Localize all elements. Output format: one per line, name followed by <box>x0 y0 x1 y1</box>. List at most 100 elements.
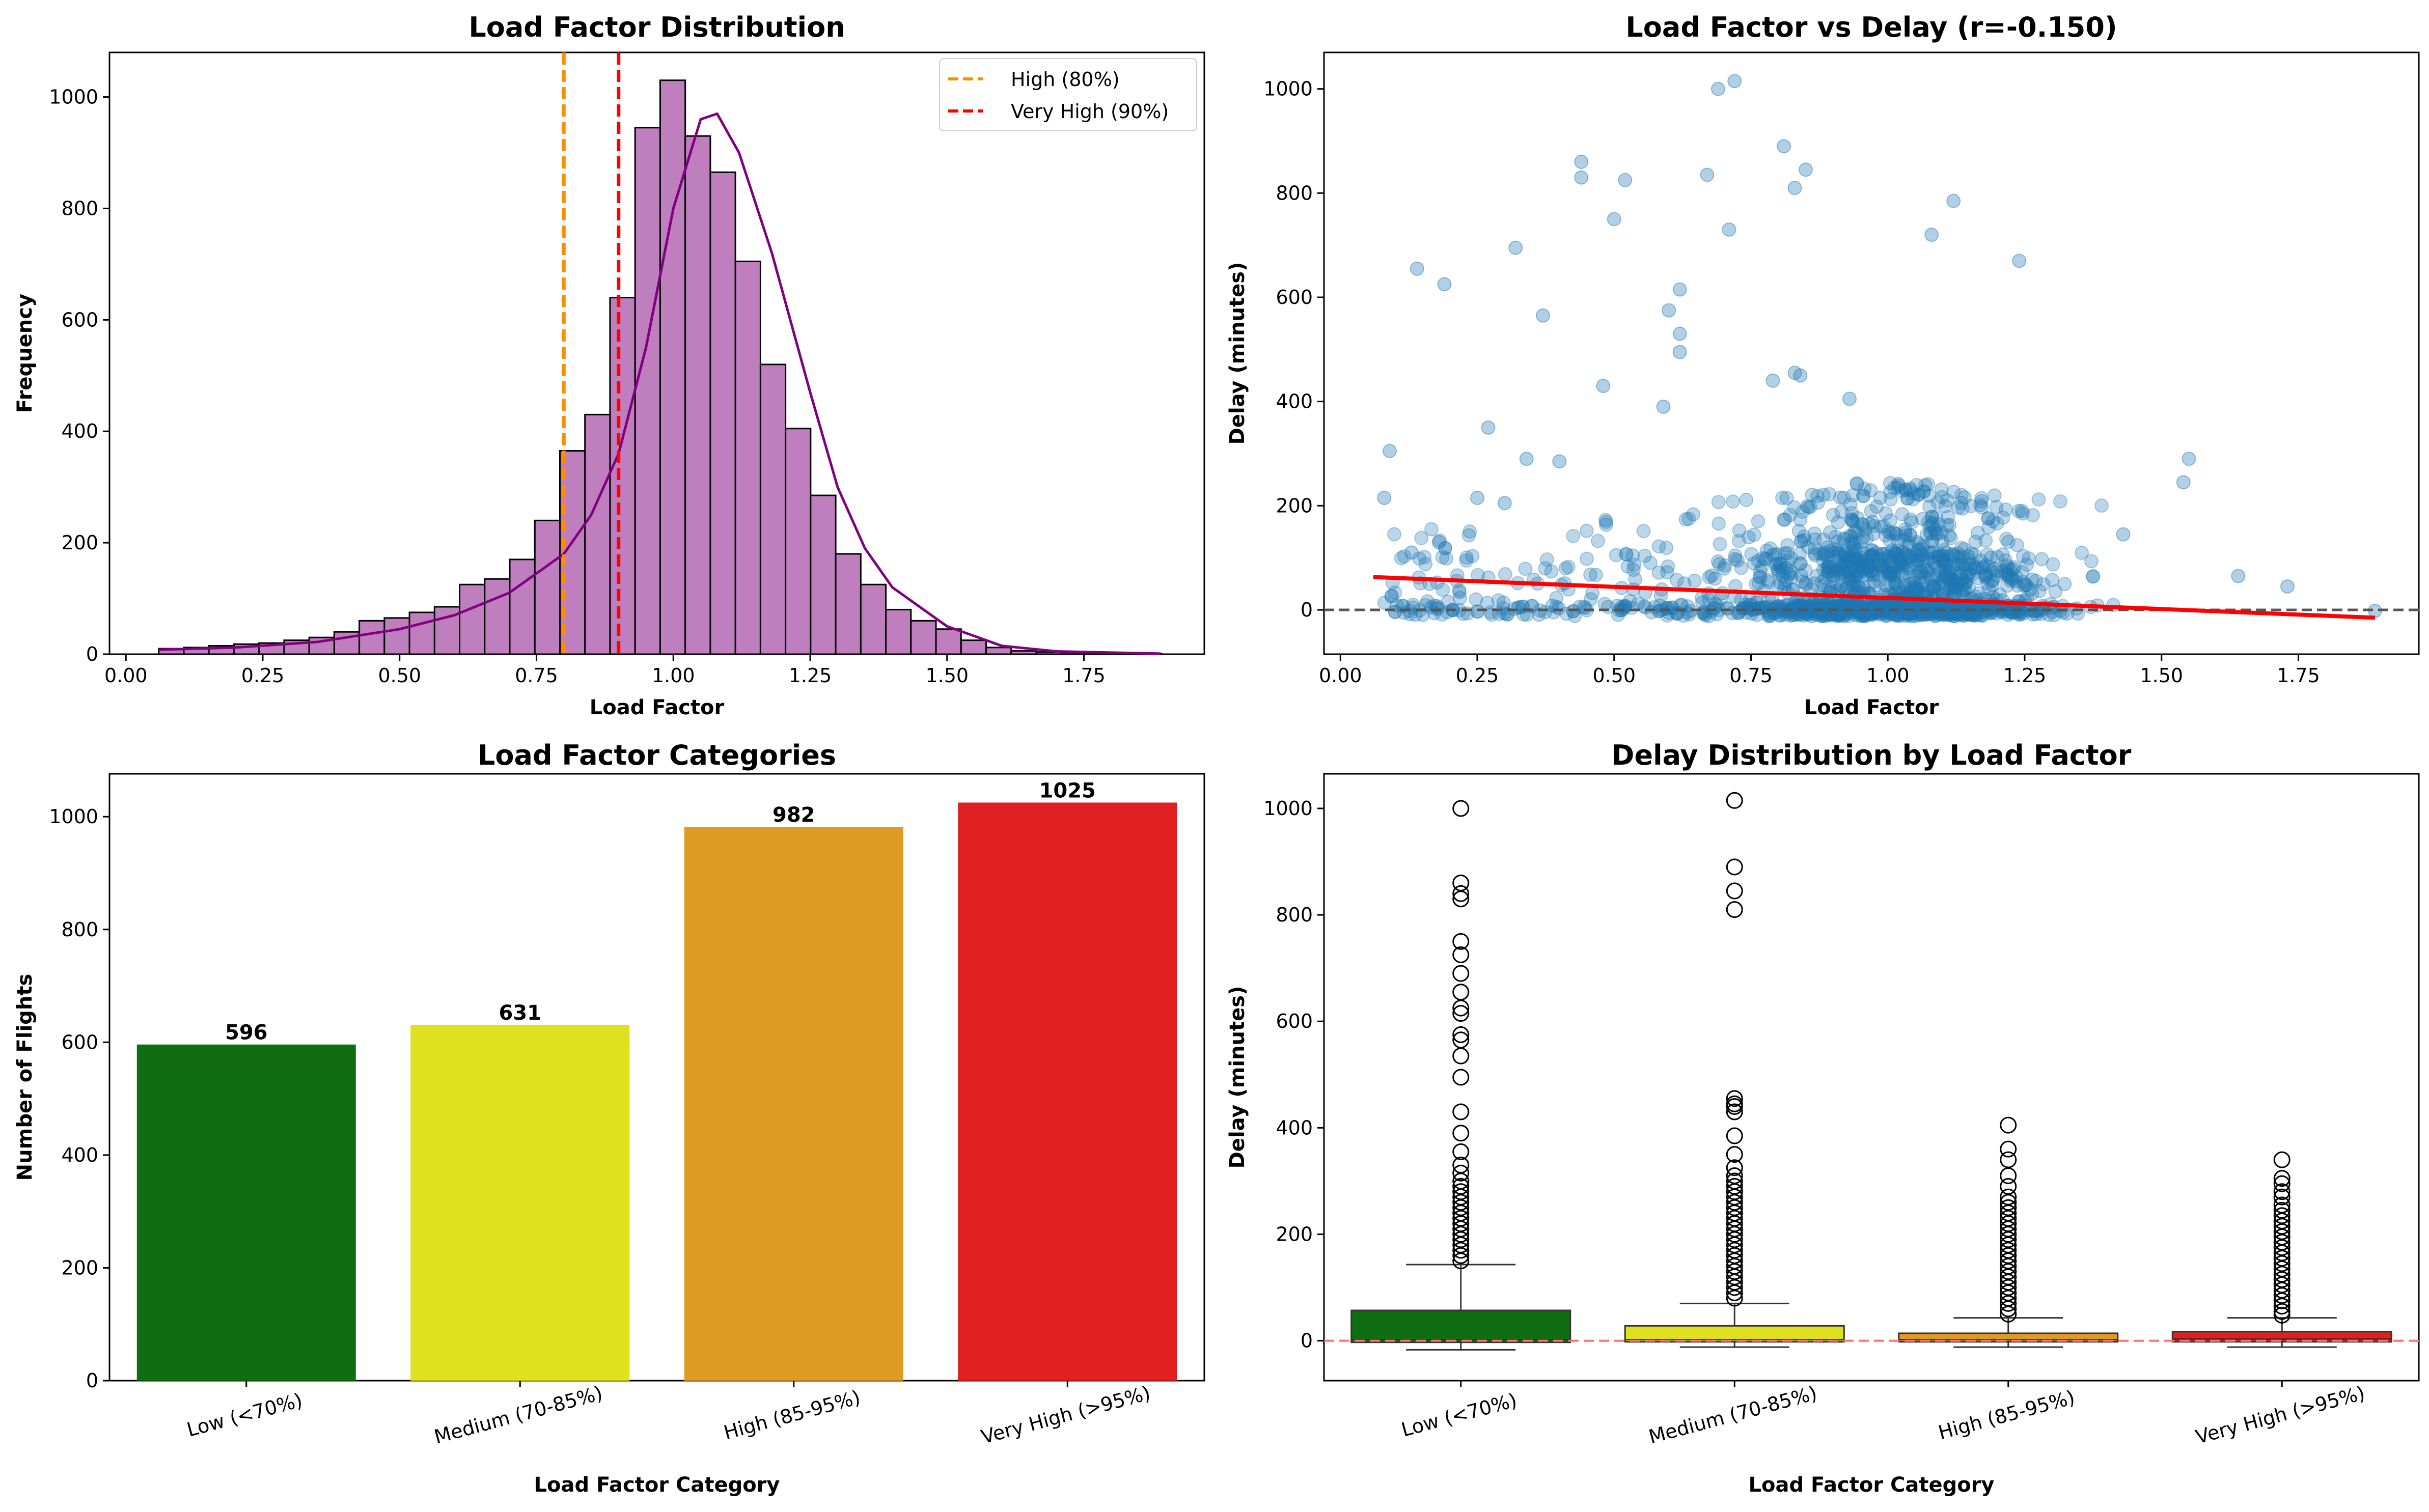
scatter-point <box>1752 601 1767 616</box>
scatter-point <box>1841 564 1856 578</box>
scatter-point <box>1643 555 1658 570</box>
scatter-point <box>1849 568 1864 583</box>
scatter-point <box>1964 498 1978 513</box>
scatter-point <box>2018 577 2033 592</box>
histogram-y-axis-label: Frequency <box>13 294 37 413</box>
x-tick-label: 0.75 <box>1729 664 1773 687</box>
scatter-point <box>2036 577 2051 592</box>
scatter-point <box>1898 483 1913 497</box>
scatter-point <box>1717 561 1731 576</box>
histogram-bar <box>860 583 887 655</box>
scatter-point <box>1437 277 1452 292</box>
y-tick-label: 1000 <box>1263 78 1313 100</box>
scatter-point <box>1951 550 1966 565</box>
scatter-point <box>1561 559 1576 574</box>
scatter-point <box>1847 601 1861 615</box>
scatter-point <box>1834 578 1849 593</box>
scatter-point <box>1986 561 2001 576</box>
scatter-point <box>1752 601 1767 615</box>
scatter-point <box>1903 528 1918 543</box>
scatter-point <box>1930 495 1945 510</box>
scatter-point <box>1859 568 1874 583</box>
scatter-marks: 0 200 400 600 800 1000 0.00 0.25 0.50 0.75 1.00 1.2… <box>1263 74 2419 687</box>
scatter-point <box>1887 481 1902 495</box>
scatter-point <box>1999 531 2013 546</box>
scatter-point <box>1845 514 1860 529</box>
scatter-point <box>1830 534 1845 549</box>
scatter-point <box>1927 522 1942 537</box>
scatter-point <box>1968 535 1983 549</box>
scatter-point <box>1998 567 2013 581</box>
scatter-point <box>1916 484 1931 499</box>
scatter-point <box>1972 586 1986 601</box>
scatter-point <box>2084 554 2099 569</box>
scatter-point <box>1939 570 1954 584</box>
scatter-point <box>1820 601 1835 615</box>
scatter-point <box>1995 564 2009 579</box>
scatter-point <box>1769 557 1783 572</box>
scatter-point <box>1844 580 1859 595</box>
scatter-point <box>1888 568 1902 583</box>
scatter-point <box>1950 557 1965 572</box>
scatter-point <box>2023 582 2038 597</box>
scatter-point <box>1943 605 1958 619</box>
scatter-point <box>1843 571 1858 586</box>
scatter-point <box>1925 516 1940 530</box>
scatter-point <box>1484 607 1499 622</box>
scatter-point <box>1850 477 1865 491</box>
scatter-point <box>1780 546 1795 561</box>
scatter-point <box>1828 529 1843 544</box>
scatter-point <box>1956 608 1971 623</box>
scatter-point <box>1945 547 1960 562</box>
scatter-point <box>1794 534 1809 549</box>
scatter-point <box>1619 547 1634 562</box>
scatter-point <box>1626 563 1641 577</box>
scatter-point <box>1865 515 1880 529</box>
histogram-bar <box>383 617 410 655</box>
scatter-point <box>1895 507 1910 522</box>
scatter-point <box>1870 568 1884 582</box>
scatter-point <box>1875 551 1890 566</box>
scatter-point <box>1785 566 1800 580</box>
legend-label-high: High (80%) <box>1011 68 1120 91</box>
scatter-point <box>1387 527 1401 542</box>
scatter-point <box>1864 608 1879 623</box>
scatter-point <box>1937 543 1951 557</box>
scatter-point <box>1497 496 1512 511</box>
scatter-point <box>1855 601 1869 615</box>
scatter-point <box>1802 601 1817 615</box>
scatter-point <box>1815 604 1830 619</box>
scatter-point <box>1711 495 1726 510</box>
scatter-point <box>1552 454 1567 469</box>
scatter-point <box>1937 570 1952 585</box>
scatter-point <box>1628 572 1643 586</box>
scatter-point <box>1985 578 2000 593</box>
scatter-point <box>1749 577 1763 592</box>
scatter-point <box>1544 564 1559 579</box>
scatter-point <box>2016 575 2031 590</box>
scatter-point <box>1931 604 1946 619</box>
histogram-bar <box>885 608 912 655</box>
scatter-point <box>1611 607 1625 622</box>
scatter-point <box>1857 561 1871 576</box>
scatter-point <box>1957 542 1972 556</box>
scatter-point <box>1862 557 1876 572</box>
scatter-point <box>1967 561 1982 575</box>
scatter-point <box>1780 554 1795 569</box>
scatter-point <box>1855 517 1870 531</box>
histogram-bar <box>358 620 385 655</box>
scatter-point <box>1678 512 1693 527</box>
scatter-point <box>1863 601 1878 615</box>
scatter-point <box>1760 572 1775 587</box>
scatter-point <box>1978 567 1993 581</box>
bar-y-axis-label: Number of Flights <box>13 974 37 1181</box>
scatter-point <box>2032 584 2047 599</box>
scatter-point <box>1851 578 1865 593</box>
scatter-point <box>1910 553 1925 568</box>
scatter-point <box>1875 564 1890 579</box>
y-tick-label: 600 <box>61 309 98 331</box>
scatter-point <box>1551 601 1566 615</box>
y-tick-label: 600 <box>61 1031 98 1053</box>
histogram-bar <box>684 135 711 655</box>
scatter-point <box>1697 605 1712 619</box>
